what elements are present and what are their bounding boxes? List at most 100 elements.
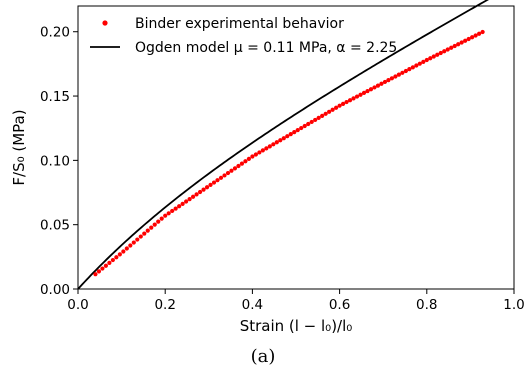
data-point xyxy=(184,199,189,204)
data-point xyxy=(264,146,269,151)
legend-marker-experimental xyxy=(102,20,108,26)
data-point xyxy=(407,67,412,72)
data-point xyxy=(159,216,164,221)
data-point xyxy=(473,33,478,38)
y-tick-label: 0.05 xyxy=(40,218,70,234)
data-point xyxy=(100,266,105,271)
data-point xyxy=(438,50,443,56)
data-point xyxy=(327,109,332,114)
data-point xyxy=(121,249,126,254)
data-point xyxy=(236,163,241,169)
data-point xyxy=(281,136,286,141)
data-point xyxy=(187,197,192,202)
axes-frame xyxy=(77,5,515,290)
data-point xyxy=(452,43,457,49)
data-point xyxy=(372,85,377,90)
data-point xyxy=(131,240,136,245)
data-point xyxy=(403,68,408,74)
data-point xyxy=(93,272,98,277)
data-point xyxy=(204,185,210,190)
data-point xyxy=(323,111,328,116)
data-point xyxy=(96,269,102,274)
data-point xyxy=(229,168,234,173)
data-point xyxy=(358,92,363,97)
data-point xyxy=(382,79,388,85)
x-tick-label: 0.6 xyxy=(329,297,350,313)
data-point xyxy=(442,49,447,54)
data-point xyxy=(351,96,356,101)
data-point xyxy=(271,142,276,147)
data-point xyxy=(470,35,475,40)
data-point xyxy=(208,182,213,188)
data-point xyxy=(334,105,339,110)
y-tick-label: 0.20 xyxy=(40,25,70,41)
x-tick-label: 0.8 xyxy=(416,297,437,313)
data-point xyxy=(239,161,245,166)
data-point xyxy=(386,78,391,83)
data-point xyxy=(215,178,220,183)
x-tick-label: 0.2 xyxy=(154,297,175,313)
data-point xyxy=(445,47,450,52)
data-point xyxy=(477,31,482,36)
data-point xyxy=(449,45,454,50)
y-tick-label: 0.10 xyxy=(40,153,70,169)
data-point xyxy=(424,57,429,63)
data-point xyxy=(218,175,224,180)
data-point xyxy=(243,159,248,164)
x-axis-ticks: 0.0 0.2 0.4 0.6 0.8 1.0 xyxy=(67,289,525,313)
data-point xyxy=(191,194,196,199)
data-point xyxy=(295,127,300,133)
data-point xyxy=(177,204,182,209)
data-point xyxy=(285,134,290,139)
data-point xyxy=(211,180,217,185)
data-point xyxy=(107,260,112,265)
data-point xyxy=(459,40,464,45)
data-point xyxy=(421,59,426,64)
y-axis-label: F/S₀ (MPa) xyxy=(10,109,28,185)
data-point xyxy=(197,189,203,195)
x-axis-label: Strain (l − l₀)/l₀ xyxy=(240,317,353,335)
data-point xyxy=(365,88,370,94)
data-point xyxy=(246,156,252,161)
y-tick-label: 0.15 xyxy=(40,89,70,105)
data-point xyxy=(138,234,143,239)
data-point xyxy=(142,231,147,236)
y-tick-label: 0.00 xyxy=(40,282,70,298)
data-point xyxy=(170,208,175,214)
data-point xyxy=(414,63,419,68)
data-point xyxy=(393,74,398,79)
data-point xyxy=(163,213,168,218)
data-point xyxy=(152,222,157,227)
data-point xyxy=(309,119,314,125)
data-point xyxy=(337,103,342,108)
data-point xyxy=(299,125,304,131)
x-tick-label: 1.0 xyxy=(503,297,524,313)
data-point xyxy=(292,130,297,135)
data-point xyxy=(128,243,133,248)
data-point xyxy=(320,113,325,118)
data-point xyxy=(375,83,381,88)
data-point xyxy=(103,263,108,268)
data-point xyxy=(463,38,468,43)
data-point xyxy=(173,206,178,211)
data-point xyxy=(156,219,161,224)
data-point xyxy=(316,115,321,120)
data-point xyxy=(278,138,283,143)
legend: Binder experimental behavior Ogden model… xyxy=(90,16,397,56)
data-point xyxy=(354,94,360,99)
data-point xyxy=(253,152,258,157)
data-point xyxy=(274,140,279,145)
data-point xyxy=(428,56,433,61)
data-point xyxy=(260,148,265,153)
data-point xyxy=(417,61,422,66)
data-point xyxy=(306,121,311,127)
y-axis-ticks: 0.00 0.05 0.10 0.15 0.20 xyxy=(40,25,78,298)
data-point xyxy=(361,90,367,96)
data-point xyxy=(222,173,227,178)
data-point xyxy=(225,170,231,176)
data-point xyxy=(194,192,199,197)
ogden-model-line xyxy=(77,0,490,290)
data-point xyxy=(368,87,374,92)
legend-label-experimental: Binder experimental behavior xyxy=(135,16,344,32)
legend-label-model: Ogden model μ = 0.11 MPa, α = 2.25 xyxy=(135,40,397,56)
